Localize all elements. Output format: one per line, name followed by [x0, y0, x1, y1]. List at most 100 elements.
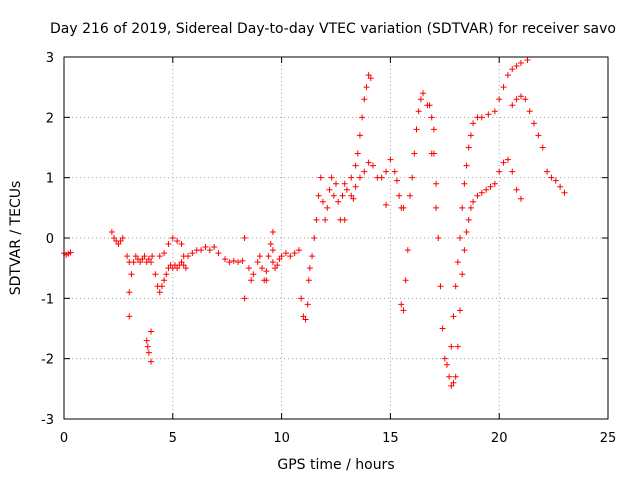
data-point [437, 283, 444, 290]
data-point [333, 180, 339, 187]
data-point [361, 96, 368, 103]
data-point [404, 247, 411, 254]
data-point [139, 256, 146, 263]
data-point [496, 168, 503, 175]
data-point [317, 174, 324, 181]
data-point [156, 289, 163, 296]
data-point [509, 66, 516, 73]
data-point [324, 204, 331, 211]
data-point [441, 355, 448, 362]
data-point [161, 277, 168, 284]
data-points [61, 57, 568, 389]
data-point [130, 259, 137, 266]
data-point [156, 253, 163, 260]
data-point [222, 256, 229, 263]
data-point [178, 241, 185, 248]
data-point [230, 257, 237, 264]
data-point [465, 144, 472, 151]
data-point [158, 283, 165, 290]
chart-title: Day 216 of 2019, Sidereal Day-to-day VTE… [50, 21, 616, 37]
data-point [215, 250, 222, 257]
data-point [300, 313, 307, 320]
data-point [361, 168, 368, 175]
data-point [304, 301, 311, 308]
data-point [248, 277, 255, 284]
data-point [250, 271, 257, 278]
data-point [496, 96, 503, 103]
data-point [491, 108, 498, 115]
data-point [356, 174, 363, 181]
data-point [108, 228, 115, 235]
data-point [111, 235, 118, 241]
data-point [461, 180, 468, 187]
data-point [424, 102, 431, 109]
data-point [165, 241, 172, 248]
data-point [402, 277, 409, 284]
data-point [459, 271, 466, 278]
data-point [145, 256, 152, 263]
data-point [428, 114, 435, 121]
data-point [226, 259, 233, 266]
data-point [557, 183, 564, 190]
data-point [352, 183, 359, 190]
data-point [326, 186, 333, 193]
data-point [504, 156, 511, 163]
x-axis-label: GPS time / hours [277, 457, 394, 473]
data-point [454, 343, 461, 350]
data-point [145, 349, 152, 356]
data-point [500, 84, 507, 91]
data-point [517, 195, 524, 202]
data-point [302, 316, 309, 323]
data-point [539, 144, 546, 151]
data-point [174, 238, 181, 245]
data-point [322, 216, 329, 223]
data-point [343, 186, 350, 193]
data-point [485, 111, 492, 118]
data-point [163, 271, 170, 278]
data-point [400, 204, 407, 211]
data-point [198, 247, 205, 254]
data-point [143, 337, 150, 344]
data-point [309, 253, 316, 260]
data-point [428, 150, 435, 157]
data-point [478, 114, 485, 121]
data-point [500, 159, 507, 166]
data-point [315, 192, 322, 199]
data-point [415, 108, 422, 115]
data-point [483, 186, 490, 193]
data-point [352, 162, 359, 169]
data-point [531, 120, 538, 127]
data-point [365, 159, 372, 166]
data-point [115, 241, 122, 248]
data-point [274, 262, 281, 269]
data-point [128, 271, 135, 278]
data-point [535, 132, 542, 139]
data-point [446, 373, 453, 380]
data-point [211, 244, 218, 251]
data-point [141, 253, 148, 260]
data-point [517, 93, 524, 100]
x-tick-label: 20 [491, 431, 508, 446]
data-point [341, 216, 348, 223]
data-point [144, 343, 151, 350]
data-point [239, 257, 246, 264]
data-point [433, 180, 440, 187]
data-point [369, 162, 376, 169]
data-point [387, 156, 394, 163]
data-point [161, 250, 168, 257]
data-point [457, 235, 464, 241]
data-point [296, 247, 303, 254]
data-point [256, 253, 263, 260]
data-point [287, 253, 294, 260]
data-point [359, 114, 366, 121]
data-point [265, 253, 272, 260]
data-point [459, 204, 466, 211]
data-point [202, 244, 209, 251]
data-point [443, 361, 450, 368]
data-point [267, 241, 274, 248]
data-point [126, 313, 133, 320]
data-point [544, 168, 551, 175]
data-point [305, 277, 312, 284]
data-point [174, 265, 181, 272]
data-point [241, 235, 248, 241]
